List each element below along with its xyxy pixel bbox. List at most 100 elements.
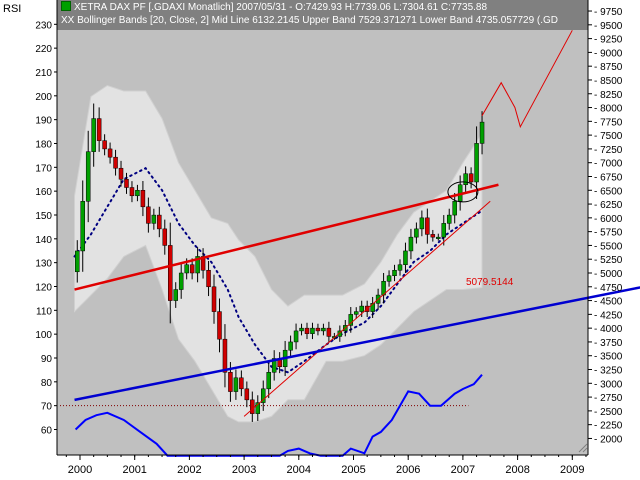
candle-body <box>468 173 474 183</box>
rsi-tick-label: 170 <box>35 163 52 174</box>
candle-body <box>162 228 168 246</box>
rsi-panel-label: RSI <box>3 3 22 15</box>
price-tick-label: - 9250 <box>594 35 623 46</box>
candle-body <box>217 311 222 340</box>
candle-symbol-icon <box>61 1 71 11</box>
candle-body <box>124 178 129 188</box>
candle-body <box>288 341 293 351</box>
candle-body <box>392 269 397 277</box>
rsi-tick-label: 110 <box>36 306 52 317</box>
trendline-upper-red <box>74 183 499 291</box>
instrument-header: XETRA DAX PF [.GDAXI Monatlich] 2007/05/… <box>61 1 487 13</box>
candle-body <box>80 201 85 252</box>
price-tick-label: - 8500 <box>594 76 623 87</box>
price-tick-label: - 8000 <box>594 104 623 115</box>
candle-body <box>255 402 261 414</box>
candle-body <box>414 228 419 238</box>
price-tick-label: - 3500 <box>594 352 623 363</box>
rsi-tick-label: 190 <box>35 116 52 127</box>
candle-body <box>211 286 217 312</box>
candle-body <box>430 234 436 238</box>
candle-body <box>228 372 233 392</box>
price-tick-label: - 7000 <box>594 159 623 170</box>
rsi-tick-label: 230 <box>35 20 52 31</box>
year-tick-label: 2001 <box>122 464 146 476</box>
price-tick-label: - 7500 <box>594 131 623 142</box>
price-tick-label: - 8250 <box>594 90 623 101</box>
price-tick-label: - 4250 <box>594 310 623 321</box>
candle-body <box>184 264 189 274</box>
candle-body <box>408 236 414 252</box>
rsi-tick-label: 200 <box>35 92 52 103</box>
candle-body <box>200 256 206 271</box>
price-tick-label: - 2750 <box>594 393 623 404</box>
resize-grip-icon <box>578 443 588 453</box>
highlight-circle <box>447 181 479 203</box>
candle-body <box>151 214 157 224</box>
candle-body <box>293 330 299 343</box>
candle-body <box>315 327 321 332</box>
price-tick-label: - 6000 <box>594 214 623 225</box>
candle-body <box>91 118 96 152</box>
bollinger-midline <box>73 166 483 374</box>
candle-body <box>250 399 255 414</box>
candle-body <box>299 327 304 332</box>
candle-body <box>266 372 271 390</box>
candle-body <box>463 173 468 186</box>
rsi-tick-label: 210 <box>35 68 52 79</box>
rsi-tick-label: 180 <box>35 139 52 150</box>
candle-body <box>304 327 310 334</box>
trendline-rising-red <box>243 200 491 417</box>
candle-body <box>370 303 375 312</box>
candle-body <box>222 338 228 373</box>
year-tick-label: 2005 <box>341 464 365 476</box>
rsi-tick-label: 100 <box>35 330 52 341</box>
candle-body <box>75 250 80 273</box>
candle-body <box>129 187 135 197</box>
candle-body <box>321 327 326 332</box>
price-tick-label: - 7250 <box>594 145 623 156</box>
instrument-quote: XETRA DAX PF [.GDAXI Monatlich] 2007/05/… <box>74 2 488 13</box>
candle-body <box>135 190 140 197</box>
price-tick-label: - 3750 <box>594 338 623 349</box>
candle-body <box>353 311 359 315</box>
candle-body <box>446 214 452 224</box>
price-tick-label: - 6250 <box>594 200 623 211</box>
candle-body <box>195 256 200 274</box>
candle-body <box>310 327 315 334</box>
candle-body <box>233 377 239 392</box>
rsi-tick-label: 80 <box>41 378 53 389</box>
price-tick-label: - 5750 <box>594 228 623 239</box>
projection-path <box>481 30 573 129</box>
candle-body <box>239 377 244 390</box>
candle-body <box>271 358 277 373</box>
header-bar <box>57 0 588 30</box>
year-tick-label: 2000 <box>68 464 92 476</box>
candle-body <box>425 217 430 235</box>
price-tick-label: - 3000 <box>594 379 623 390</box>
candle-body <box>118 167 124 180</box>
candle-body <box>474 143 479 183</box>
price-tick-label: - 2000 <box>594 434 623 445</box>
price-tick-label: - 5250 <box>594 255 623 266</box>
year-tick-label: 2003 <box>232 464 256 476</box>
year-tick-label: 2007 <box>451 464 475 476</box>
candle-body <box>113 156 118 169</box>
price-tick-label: - 4000 <box>594 324 623 335</box>
year-tick-label: 2006 <box>396 464 420 476</box>
rsi-tick-label: 160 <box>35 187 52 198</box>
candle-body <box>244 388 250 401</box>
indicator-header: XX Bollinger Bands [20, Close, 2] Mid Li… <box>61 15 559 26</box>
rsi-tick-label: 220 <box>35 44 52 55</box>
candle-body <box>96 118 102 141</box>
candle-body <box>403 250 408 265</box>
price-tick-label: - 4750 <box>594 283 623 294</box>
candle-body <box>386 275 392 282</box>
candle-body <box>436 236 441 239</box>
price-tick-label: - 5500 <box>594 241 623 252</box>
year-tick-label: 2004 <box>287 464 311 476</box>
price-tick-label: - 9750 <box>594 7 623 18</box>
rsi-line <box>74 374 483 457</box>
candle-body <box>397 264 403 271</box>
